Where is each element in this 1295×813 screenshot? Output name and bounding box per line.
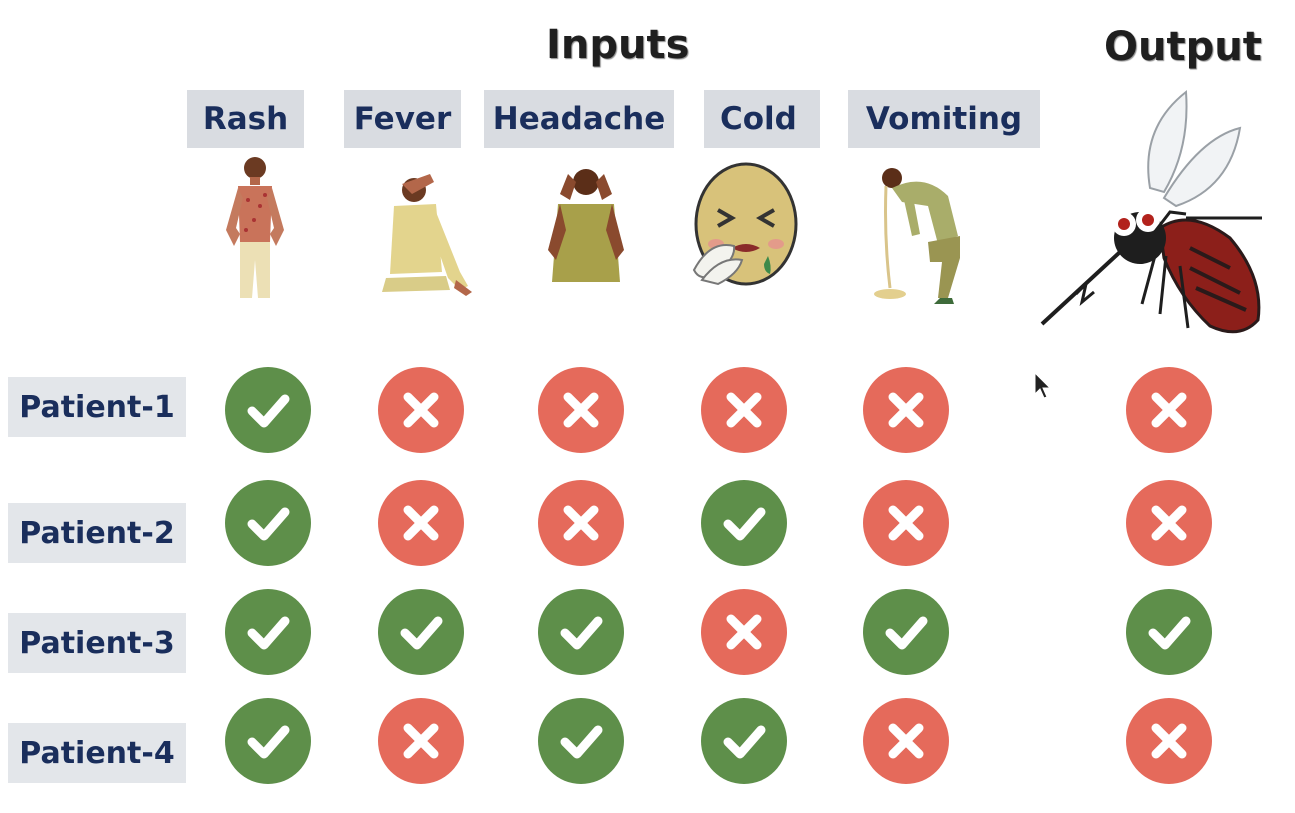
patient-label-1: Patient-1 bbox=[8, 377, 186, 437]
patient-label-4: Patient-4 bbox=[8, 723, 186, 783]
check-icon-patient-3-vomiting bbox=[863, 589, 949, 675]
inputs-heading: Inputs bbox=[546, 22, 690, 68]
check-icon-patient-3-output bbox=[1126, 589, 1212, 675]
cross-icon-patient-4-fever bbox=[378, 698, 464, 784]
cross-icon-patient-4-vomiting bbox=[863, 698, 949, 784]
check-icon-patient-3-fever bbox=[378, 589, 464, 675]
check-icon-patient-1-rash bbox=[225, 367, 311, 453]
fever-person-icon bbox=[382, 174, 472, 296]
cross-icon-patient-1-output bbox=[1126, 367, 1212, 453]
check-icon-patient-2-cold bbox=[701, 480, 787, 566]
symptom-label-cold: Cold bbox=[704, 90, 820, 148]
cross-icon-patient-2-output bbox=[1126, 480, 1212, 566]
mosquito-icon bbox=[1040, 90, 1262, 334]
output-heading: Output bbox=[1104, 24, 1262, 70]
symptom-label-headache: Headache bbox=[484, 90, 674, 148]
symptom-label-vomiting: Vomiting bbox=[848, 90, 1040, 148]
cross-icon-patient-1-vomiting bbox=[863, 367, 949, 453]
check-icon-patient-4-cold bbox=[701, 698, 787, 784]
symptom-label-fever: Fever bbox=[344, 90, 461, 148]
cross-icon-patient-1-fever bbox=[378, 367, 464, 453]
sneezing-face-icon bbox=[692, 162, 798, 286]
check-icon-patient-3-rash bbox=[225, 589, 311, 675]
symptom-label-rash: Rash bbox=[187, 90, 304, 148]
cross-icon-patient-2-vomiting bbox=[863, 480, 949, 566]
mouse-cursor-icon bbox=[1034, 372, 1052, 399]
check-icon-patient-2-rash bbox=[225, 480, 311, 566]
cross-icon-patient-1-cold bbox=[701, 367, 787, 453]
rash-person-icon bbox=[226, 157, 284, 298]
cross-icon-patient-3-cold bbox=[701, 589, 787, 675]
cross-icon-patient-2-fever bbox=[378, 480, 464, 566]
check-icon-patient-3-headache bbox=[538, 589, 624, 675]
vomiting-person-icon bbox=[874, 168, 960, 304]
headache-person-icon bbox=[548, 169, 624, 282]
check-icon-patient-4-headache bbox=[538, 698, 624, 784]
patient-label-3: Patient-3 bbox=[8, 613, 186, 673]
cross-icon-patient-2-headache bbox=[538, 480, 624, 566]
check-icon-patient-4-rash bbox=[225, 698, 311, 784]
patient-label-2: Patient-2 bbox=[8, 503, 186, 563]
cross-icon-patient-1-headache bbox=[538, 367, 624, 453]
cross-icon-patient-4-output bbox=[1126, 698, 1212, 784]
